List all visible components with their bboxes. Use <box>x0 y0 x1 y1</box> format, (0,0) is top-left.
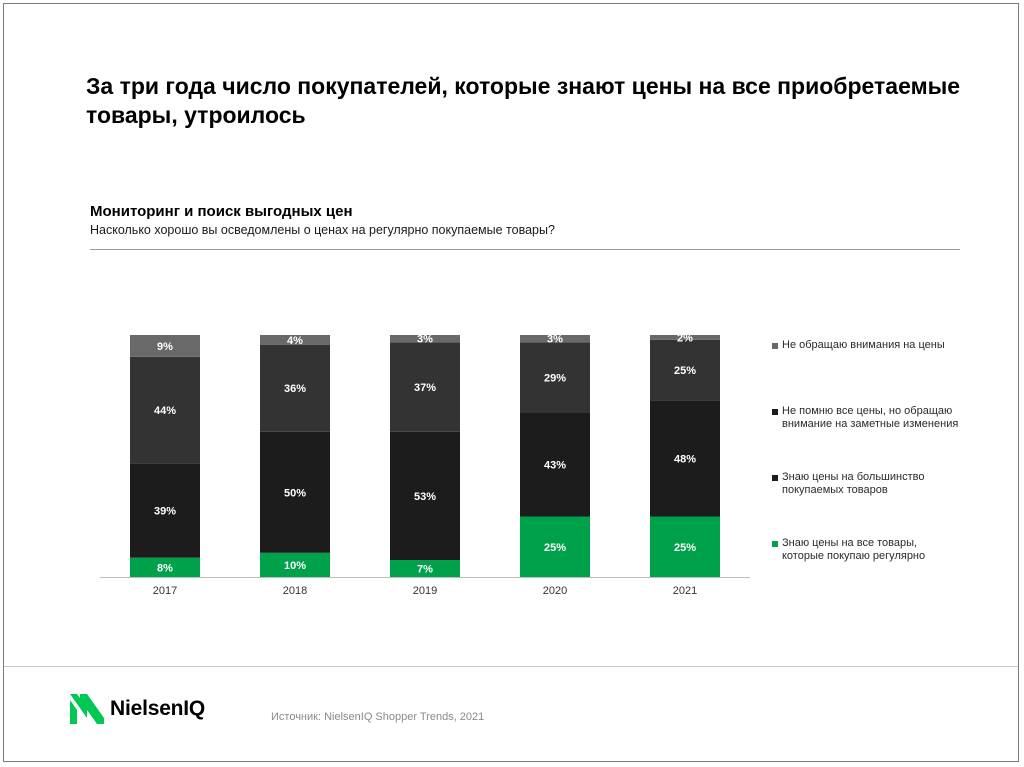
data-label-2017-s0: 8% <box>157 562 173 574</box>
data-label-2021-s0: 25% <box>674 542 696 554</box>
bar-segment-2019-s3 <box>390 335 460 343</box>
data-label-2018-s2: 36% <box>284 383 306 395</box>
x-tick-label-2021: 2021 <box>673 585 697 597</box>
bar-segment-2018-s2 <box>260 344 330 432</box>
footer-divider <box>4 666 1018 667</box>
bar-segment-2018-s1 <box>260 431 330 553</box>
data-label-2020-s1: 43% <box>544 459 566 471</box>
bar-segment-2020-s0 <box>520 516 590 577</box>
data-label-2020-s0: 25% <box>544 542 566 554</box>
legend-label: Знаю цены на все товары, которые покупаю… <box>782 537 926 562</box>
bar-segment-2020-s1 <box>520 412 590 517</box>
bar-segment-2018-s0 <box>260 552 330 577</box>
x-tick-label-2020: 2020 <box>543 585 567 597</box>
bar-segment-2018-s3 <box>260 335 330 345</box>
bar-segment-2017-s1 <box>130 463 200 558</box>
bar-segment-2017-s0 <box>130 557 200 577</box>
data-label-2018-s3: 4% <box>287 335 303 347</box>
bar-segment-2021-s3 <box>650 335 720 340</box>
bar-segment-2017-s3 <box>130 335 200 357</box>
legend-swatch-know-all <box>772 540 778 547</box>
data-label-2020-s3: 3% <box>547 334 563 346</box>
legend-item-know-all: Знаю цены на все товары, которые покупаю… <box>772 537 962 563</box>
bar-segment-2021-s1 <box>650 400 720 517</box>
bar-segment-2019-s0 <box>390 560 460 577</box>
bar-segment-2019-s1 <box>390 431 460 561</box>
data-label-2018-s1: 50% <box>284 487 306 499</box>
chart-subtitle: Насколько хорошо вы осведомлены о ценах … <box>90 223 555 237</box>
logo-text: NielsenIQ <box>110 697 206 720</box>
data-label-2019-s1: 53% <box>414 491 436 503</box>
x-tick-label-2019: 2019 <box>413 585 437 597</box>
data-label-2019-s0: 7% <box>417 564 433 576</box>
x-tick-label-2018: 2018 <box>283 585 307 597</box>
legend-swatch-notice-changes <box>772 408 778 415</box>
nielseniq-mark-icon <box>70 694 104 724</box>
stacked-bar-chart: 8% 39% 44% 9% 2017 10% 50% 36% 4% 2018 7% 53% 37% 3% 2… <box>100 332 750 597</box>
legend-item-know-most: Знаю цены на большинство покупаемых това… <box>772 471 962 497</box>
bar-segment-2021-s0 <box>650 516 720 577</box>
data-label-2021-s2: 25% <box>674 365 696 377</box>
x-tick-label-2017: 2017 <box>153 585 177 597</box>
legend-swatch-ignore-prices <box>772 342 778 349</box>
data-label-2020-s2: 29% <box>544 372 566 384</box>
data-label-2017-s3: 9% <box>157 341 173 353</box>
data-label-2017-s2: 44% <box>154 405 176 417</box>
legend-item-notice-changes: Не помню все цены, но обращаю внимание н… <box>772 405 962 431</box>
slide: За три года число покупателей, которые з… <box>3 3 1019 762</box>
nielseniq-logo: NielsenIQ <box>70 692 205 726</box>
title-divider <box>90 249 960 250</box>
bar-segment-2019-s2 <box>390 342 460 432</box>
source-note: Источник: NielsenIQ Shopper Trends, 2021 <box>271 711 485 723</box>
legend-label: Не помню все цены, но обращаю внимание н… <box>782 405 959 430</box>
data-label-2017-s1: 39% <box>154 505 176 517</box>
bar-segment-2020-s3 <box>520 335 590 343</box>
legend-item-ignore-prices: Не обращаю внимания на цены <box>772 339 962 352</box>
bar-segment-2021-s2 <box>650 339 720 401</box>
page-title: За три года число покупателей, которые з… <box>86 73 961 128</box>
data-label-2021-s3: 2% <box>677 332 693 344</box>
data-label-2019-s2: 37% <box>414 382 436 394</box>
data-label-2019-s3: 3% <box>417 334 433 346</box>
data-label-2018-s0: 10% <box>284 560 306 572</box>
bar-segment-2017-s2 <box>130 356 200 464</box>
data-label-2021-s1: 48% <box>674 453 696 465</box>
bar-segment-2020-s2 <box>520 342 590 413</box>
legend-label: Не обращаю внимания на цены <box>782 339 945 351</box>
legend-label: Знаю цены на большинство покупаемых това… <box>782 471 925 496</box>
legend-swatch-know-most <box>772 474 778 481</box>
chart-title: Мониторинг и поиск выгодных цен <box>90 203 353 220</box>
